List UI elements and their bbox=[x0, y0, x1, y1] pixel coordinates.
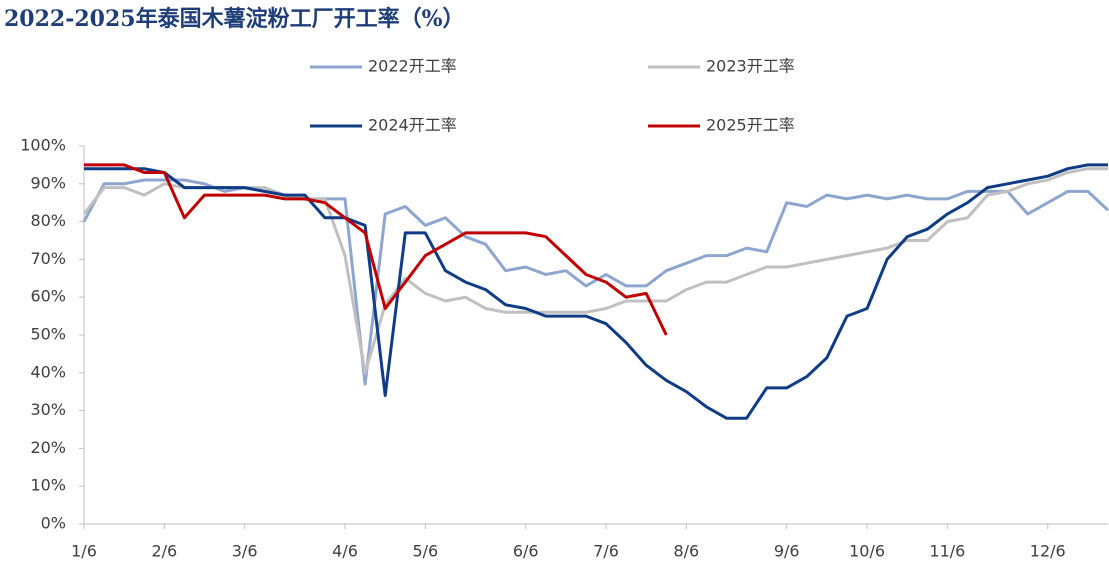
x-tick-label: 9/6 bbox=[774, 542, 800, 561]
x-tick-label: 3/6 bbox=[232, 542, 258, 561]
y-tick-label: 0% bbox=[41, 514, 66, 533]
x-tick-label: 8/6 bbox=[673, 542, 699, 561]
y-tick-label: 70% bbox=[30, 249, 66, 268]
y-tick-label: 30% bbox=[30, 400, 66, 419]
x-tick-label: 11/6 bbox=[929, 542, 965, 561]
legend-label: 2023开工率 bbox=[706, 57, 795, 76]
chart-title: 2022-2025年泰国木薯淀粉工厂开工率（%） bbox=[4, 6, 465, 32]
x-tick-label: 12/6 bbox=[1030, 542, 1066, 561]
y-tick-label: 50% bbox=[30, 325, 66, 344]
y-tick-label: 90% bbox=[30, 173, 66, 192]
x-tick-label: 4/6 bbox=[332, 542, 358, 561]
x-tick-label: 10/6 bbox=[849, 542, 885, 561]
legend-label: 2025开工率 bbox=[706, 116, 795, 135]
legend-label: 2022开工率 bbox=[368, 57, 457, 76]
legend-label: 2024开工率 bbox=[368, 116, 457, 135]
series-line bbox=[84, 163, 668, 336]
x-tick-label: 7/6 bbox=[593, 542, 619, 561]
series-line bbox=[82, 167, 1108, 375]
series-line bbox=[84, 163, 1108, 420]
x-tick-label: 5/6 bbox=[412, 542, 438, 561]
y-tick-label: 80% bbox=[30, 211, 66, 230]
x-tick-label: 1/6 bbox=[71, 542, 97, 561]
x-tick-label: 6/6 bbox=[513, 542, 539, 561]
y-tick-label: 10% bbox=[30, 476, 66, 495]
y-tick-label: 60% bbox=[30, 287, 66, 306]
y-tick-label: 40% bbox=[30, 362, 66, 381]
y-tick-label: 20% bbox=[30, 438, 66, 457]
x-tick-label: 2/6 bbox=[151, 542, 177, 561]
y-tick-label: 100% bbox=[20, 136, 66, 155]
